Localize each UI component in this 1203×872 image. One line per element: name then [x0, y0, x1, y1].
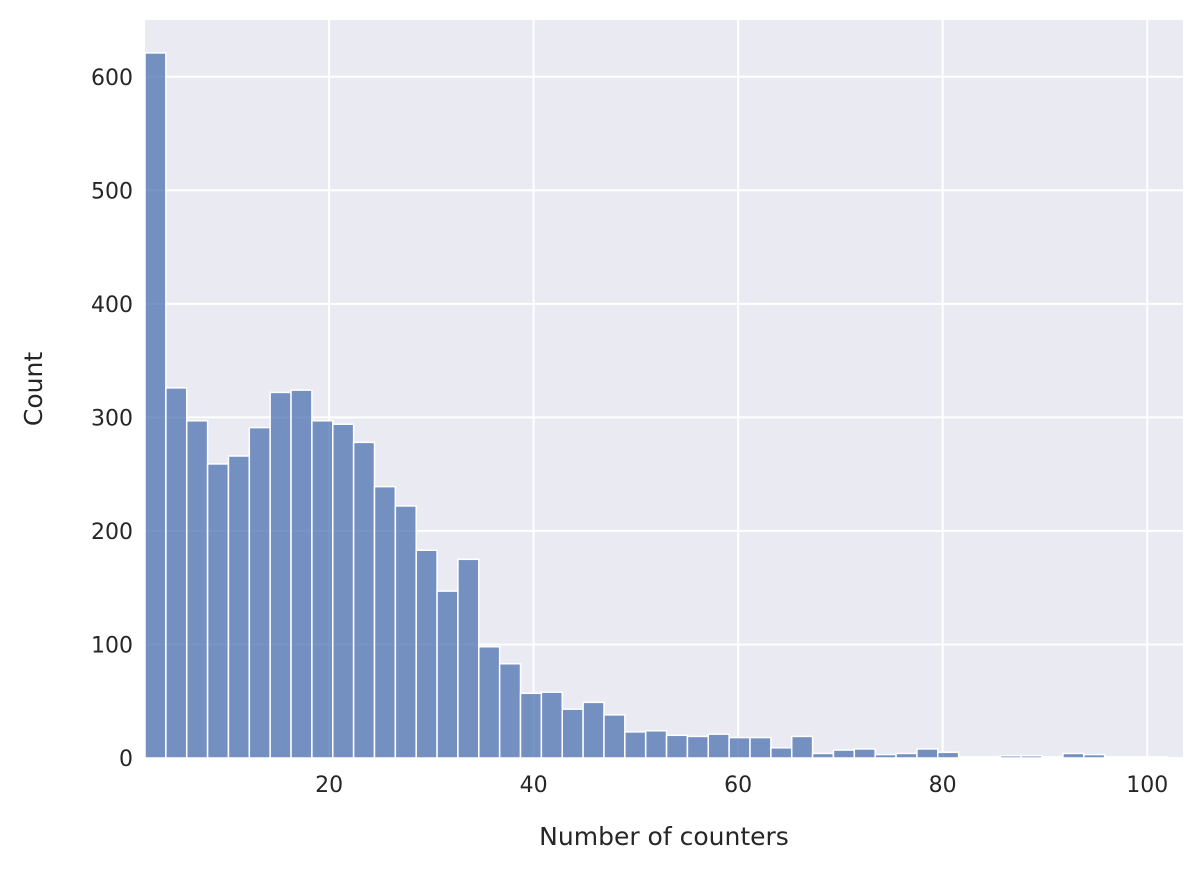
histogram-bar — [770, 747, 793, 759]
histogram-bar — [1145, 756, 1169, 759]
histogram-bar — [749, 736, 772, 759]
histogram-bar — [790, 735, 814, 759]
histogram-bar — [1124, 756, 1148, 759]
histogram-bar — [1020, 754, 1043, 759]
histogram-bar — [853, 748, 876, 759]
histogram-bar — [644, 730, 668, 759]
histogram-bar — [728, 736, 751, 759]
histogram-bar — [999, 754, 1022, 759]
histogram-bar — [957, 756, 981, 759]
histogram-bars — [144, 52, 1169, 759]
histogram-bar — [978, 756, 1002, 759]
histogram-bar — [707, 733, 730, 759]
histogram-bar — [165, 387, 188, 759]
histogram-bar — [1103, 756, 1127, 759]
histogram-bar — [352, 441, 376, 759]
histogram-bar — [916, 748, 939, 759]
histogram-bar — [332, 423, 355, 759]
histogram-bar — [498, 663, 522, 759]
histogram-bar — [582, 701, 605, 759]
histogram-bar — [540, 691, 563, 759]
x-tick-labels: 20 40 60 80 100 — [315, 773, 1168, 798]
y-tick-label: 300 — [91, 406, 133, 431]
histogram-bar — [311, 420, 334, 759]
histogram-bar — [248, 426, 271, 759]
histogram-bar — [394, 505, 417, 759]
histogram-bar — [603, 714, 626, 759]
x-axis-label: Number of counters — [539, 822, 789, 851]
histogram-bar — [206, 463, 230, 759]
histogram-bar — [937, 751, 960, 759]
x-tick-label: 60 — [724, 773, 752, 798]
histogram-bar — [457, 558, 480, 759]
histogram-bar — [185, 420, 209, 759]
histogram-bar — [290, 389, 313, 759]
y-tick-label: 100 — [91, 633, 133, 658]
histogram-bar — [832, 749, 856, 759]
y-axis-label: Count — [19, 352, 48, 426]
y-tick-label: 400 — [91, 293, 133, 318]
histogram-bar — [1083, 753, 1106, 759]
x-tick-label: 40 — [520, 773, 548, 798]
y-tick-label: 200 — [91, 520, 133, 545]
y-tick-label: 0 — [119, 747, 133, 772]
histogram-bar — [624, 731, 647, 759]
histogram-bar — [686, 735, 710, 759]
histogram-bar — [144, 52, 167, 759]
y-tick-labels: 0 100 200 300 400 500 600 — [91, 66, 133, 772]
histogram-bar — [1062, 752, 1085, 759]
histogram-bar — [811, 752, 835, 759]
histogram-bar — [436, 590, 459, 759]
y-tick-label: 600 — [91, 66, 133, 91]
histogram-bar — [478, 645, 501, 759]
histogram-bar — [874, 753, 897, 759]
x-tick-label: 20 — [315, 773, 343, 798]
histogram-bar — [665, 734, 689, 759]
x-tick-label: 80 — [929, 773, 957, 798]
histogram-bar — [1041, 756, 1064, 759]
y-tick-label: 500 — [91, 179, 133, 204]
histogram-bar — [561, 708, 584, 759]
histogram-bar — [227, 455, 251, 759]
histogram-bar — [269, 391, 292, 759]
histogram-bar — [895, 752, 918, 759]
histogram-bar — [415, 549, 438, 759]
x-tick-label: 100 — [1126, 773, 1168, 798]
histogram-bar — [373, 485, 397, 759]
histogram-bar — [519, 692, 543, 759]
